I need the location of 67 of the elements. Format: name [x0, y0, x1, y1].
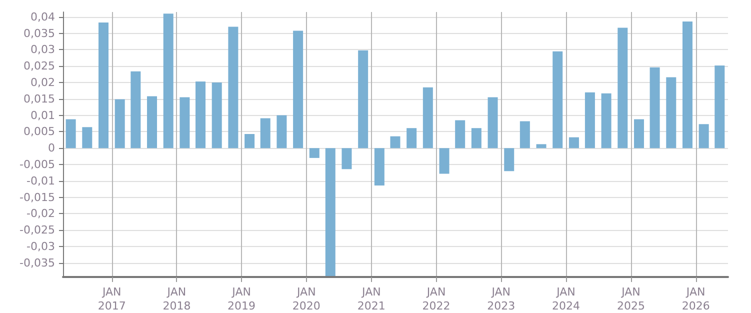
bar	[584, 92, 595, 148]
bar	[601, 93, 612, 148]
x-tick-label: JAN 2019	[228, 286, 256, 312]
bar	[552, 51, 563, 148]
x-tick-label: JAN 2018	[162, 286, 191, 312]
x-tick-label: JAN 2022	[422, 286, 450, 312]
y-tick-label: 0,035	[24, 26, 55, 40]
bar	[422, 87, 433, 148]
bar	[374, 148, 384, 186]
y-tick-label: -0,02	[26, 207, 55, 220]
x-tick-label: JAN 2025	[616, 286, 645, 312]
bar	[714, 65, 725, 148]
bar	[228, 26, 238, 148]
bar	[196, 82, 206, 148]
bar	[471, 128, 482, 148]
bar	[293, 30, 304, 148]
y-tick-label: 0,005	[24, 125, 55, 138]
y-tick-label: 0	[48, 142, 55, 155]
bar	[634, 119, 644, 148]
bar	[650, 67, 660, 148]
y-tick-label: 0,04	[30, 10, 55, 24]
bar	[342, 148, 352, 170]
y-tick-label: -0,035	[20, 256, 55, 270]
y-tick-label: -0,005	[20, 158, 55, 172]
x-tick-label: JAN 2021	[357, 286, 386, 312]
y-tick-label: -0,015	[20, 190, 55, 204]
bar	[66, 119, 76, 148]
y-tick-label: -0,025	[20, 224, 55, 237]
y-tick-label: 0,025	[24, 60, 55, 73]
x-tick-label: JAN 2026	[682, 286, 710, 312]
bar	[520, 121, 530, 148]
bar	[212, 82, 222, 148]
bar	[682, 22, 692, 148]
y-tick-label: -0,01	[26, 174, 55, 188]
bar	[163, 14, 174, 148]
y-tick-label: -0,03	[26, 240, 55, 253]
bar	[618, 28, 628, 148]
bar	[698, 124, 709, 148]
bar	[439, 148, 450, 174]
x-tick-label: JAN 2020	[292, 286, 320, 312]
bar	[325, 148, 336, 276]
bar	[276, 115, 287, 148]
bar	[244, 134, 255, 148]
bar	[82, 127, 92, 148]
y-tick-label: 0,03	[30, 43, 55, 56]
bar	[504, 148, 514, 172]
bar	[98, 22, 109, 148]
x-tick-label: JAN 2023	[487, 286, 516, 312]
bar	[536, 144, 546, 148]
bar	[406, 128, 417, 148]
x-tick-label: JAN 2017	[98, 286, 126, 312]
bar	[147, 96, 158, 148]
y-tick-label: 0,015	[24, 92, 55, 106]
bar	[130, 71, 141, 148]
bar	[358, 50, 368, 148]
bar	[568, 137, 579, 148]
bar	[488, 97, 498, 148]
bar	[390, 136, 400, 148]
bar	[114, 99, 125, 148]
bar	[260, 118, 270, 148]
x-tick-label: JAN 2024	[552, 286, 580, 312]
y-tick-label: 0,02	[30, 76, 55, 90]
bar	[455, 120, 466, 148]
bar	[309, 148, 320, 158]
bar	[180, 97, 190, 148]
bar	[666, 77, 676, 148]
y-tick-label: 0,01	[30, 108, 55, 122]
